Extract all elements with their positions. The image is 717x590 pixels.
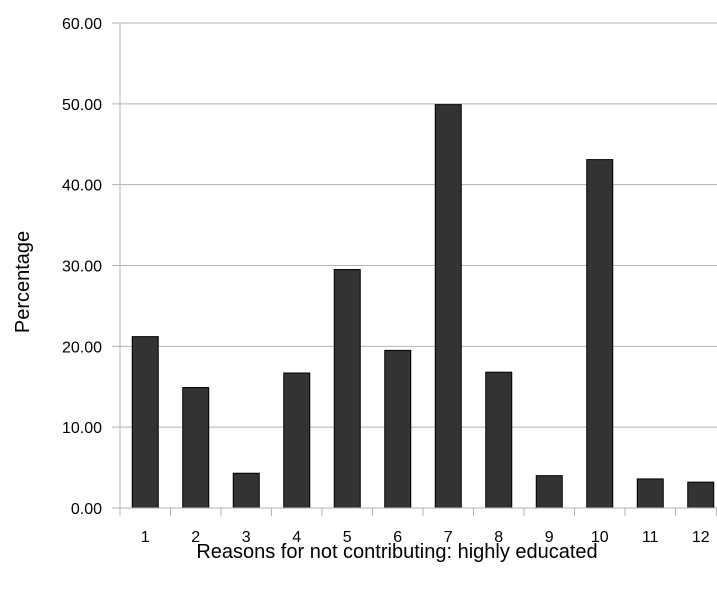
x-tick-labels: 1 2 3 4 5 6 7 8 9 10 11 12 xyxy=(141,529,710,546)
bar xyxy=(232,472,260,509)
x-tick-label: 11 xyxy=(642,529,659,546)
x-tick-label: 1 xyxy=(141,529,150,546)
x-tick-label: 6 xyxy=(393,529,402,546)
bar xyxy=(333,269,361,509)
axes xyxy=(112,23,717,516)
bar xyxy=(636,478,664,509)
x-tick-label: 5 xyxy=(343,529,352,546)
grid-lines xyxy=(112,22,717,428)
y-tick-label: 0.00 xyxy=(71,501,102,518)
bar xyxy=(434,104,462,509)
y-tick-label: 30.00 xyxy=(62,259,102,276)
y-tick-label: 50.00 xyxy=(62,97,102,114)
bar xyxy=(586,159,614,509)
y-tick-label: 20.00 xyxy=(62,339,102,356)
y-tick-label: 60.00 xyxy=(62,16,102,33)
bar xyxy=(384,349,412,509)
x-axis-title: Reasons for not contributing: highly edu… xyxy=(196,541,597,563)
bar xyxy=(485,371,513,509)
bar xyxy=(283,372,311,509)
x-tick-label: 7 xyxy=(444,529,453,546)
bars xyxy=(131,104,715,509)
x-tick-label: 9 xyxy=(545,529,554,546)
y-tick-label: 10.00 xyxy=(62,420,102,437)
y-tick-label: 40.00 xyxy=(62,178,102,195)
x-tick-label: 10 xyxy=(591,529,609,546)
y-tick-labels: 0.00 10.00 20.00 30.00 40.00 50.00 60.00 xyxy=(62,16,102,518)
bar xyxy=(687,481,715,509)
x-tick-label: 2 xyxy=(191,529,200,546)
bar xyxy=(535,475,563,509)
bar xyxy=(131,336,159,509)
x-tick-label: 3 xyxy=(242,529,251,546)
x-tick-label: 12 xyxy=(692,529,710,546)
bar xyxy=(182,387,210,509)
y-axis-title: Percentage xyxy=(12,231,34,333)
x-tick-label: 8 xyxy=(494,529,503,546)
x-tick-label: 4 xyxy=(292,529,301,546)
